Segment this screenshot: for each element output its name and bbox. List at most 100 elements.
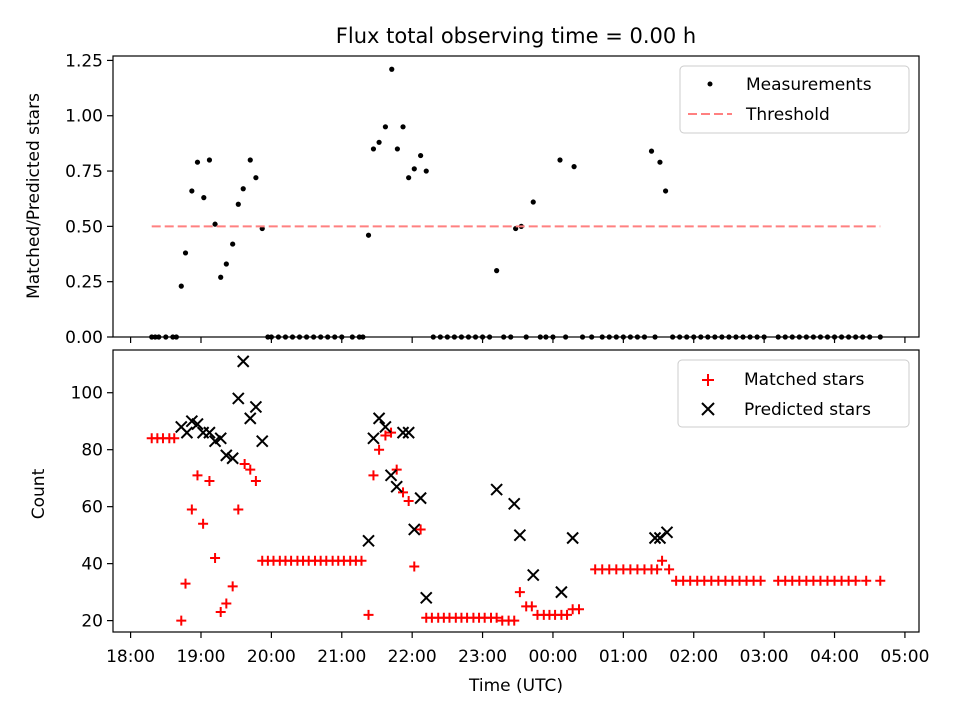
measurement-point	[189, 188, 195, 194]
matched-star-point	[850, 575, 861, 586]
measurement-point	[201, 195, 207, 201]
bottom-y-tick-label: 60	[81, 498, 103, 518]
predicted-star-point	[372, 412, 386, 425]
x-tick-label: 03:00	[740, 647, 789, 667]
x-tick-label: 22:00	[388, 647, 437, 667]
x-tick-label: 23:00	[458, 647, 507, 667]
measurement-point	[218, 274, 224, 280]
bottom-legend-box	[677, 359, 910, 428]
legend-predicted-label: Predicted stars	[744, 400, 871, 420]
bottom-y-tick-label: 20	[81, 612, 103, 632]
top-y-tick-label: 0.25	[65, 273, 103, 293]
predicted-star-point	[390, 480, 403, 493]
bottom-legend: Matched stars Predicted stars	[677, 359, 910, 428]
predicted-star-point	[237, 355, 250, 368]
matched-star-point	[562, 609, 573, 620]
matched-star-point	[386, 427, 397, 438]
predicted-star-point	[367, 432, 380, 445]
measurement-point	[206, 157, 213, 163]
matched-star-point	[875, 575, 886, 586]
top-legend: Measurements Threshold	[679, 65, 910, 134]
predicted-star-point	[249, 400, 263, 414]
measurement-point	[389, 66, 395, 72]
matched-star-point	[245, 464, 256, 475]
matched-star-point	[514, 587, 525, 598]
bottom-y-tick-label: 40	[81, 555, 103, 575]
measurement-point	[411, 166, 417, 172]
measurement-point	[240, 186, 246, 192]
measurement-point	[648, 148, 655, 154]
x-tick-label: 19:00	[176, 647, 225, 667]
matched-star-point	[239, 458, 250, 469]
matched-star-point	[180, 578, 191, 589]
matched-star-point	[215, 607, 226, 618]
measurement-point	[235, 201, 241, 207]
matched-star-point	[192, 470, 203, 481]
top-axes-frame	[112, 55, 920, 338]
matched-star-point	[403, 495, 414, 506]
x-tick-label: 01:00	[599, 647, 648, 667]
top-legend-box	[679, 65, 910, 134]
x-axis-label: Time (UTC)	[468, 676, 563, 696]
measurement-point	[382, 124, 389, 130]
predicted-star-point	[180, 426, 194, 439]
bottom-axes-frame	[112, 349, 920, 633]
matched-star-point	[415, 524, 426, 535]
matched-star-point	[398, 487, 409, 498]
measurement-point	[178, 283, 184, 289]
matched-star-point	[169, 433, 180, 444]
predicted-star-point	[490, 483, 503, 496]
predicted-star-point	[232, 392, 245, 405]
matched-star-point	[491, 612, 502, 623]
measurement-point	[223, 261, 229, 267]
chart-title: Flux total observing time = 0.00 h	[336, 24, 696, 48]
measurement-point	[247, 157, 253, 163]
predicted-star-point	[226, 452, 239, 465]
matched-star-point	[391, 464, 402, 475]
measurement-point	[394, 146, 400, 152]
x-tick-label: 05:00	[880, 647, 929, 667]
x-tick-label: 00:00	[528, 647, 577, 667]
legend-measurements-marker	[707, 81, 713, 87]
matched-star-point	[652, 564, 663, 575]
matched-star-point	[380, 430, 391, 441]
matched-star-point	[176, 615, 187, 626]
measurement-point	[400, 124, 406, 130]
predicted-star-point	[244, 412, 257, 425]
predicted-star-point	[362, 534, 375, 548]
measurement-point	[230, 241, 236, 247]
matched-star-point	[509, 615, 520, 626]
matched-star-point	[198, 518, 209, 529]
predicted-star-point	[408, 523, 421, 536]
x-tick-label: 18:00	[106, 647, 155, 667]
predicted-star-point	[396, 426, 410, 439]
measurement-point	[494, 268, 500, 274]
x-tick-label: 20:00	[247, 647, 296, 667]
legend-threshold-label: Threshold	[745, 105, 830, 125]
top-axis-ticks: 0.00 0.25 0.50 0.75 1.00 1.25	[65, 51, 906, 348]
top-y-tick-label: 1.00	[65, 107, 103, 127]
measurement-point	[530, 199, 536, 205]
predicted-star-point	[384, 469, 398, 482]
top-y-tick-label: 0.50	[65, 217, 103, 237]
matched-star-point	[227, 581, 238, 592]
measurement-point	[423, 168, 429, 174]
measurement-point	[571, 164, 577, 170]
predicted-star-point	[214, 432, 227, 445]
measurement-point	[657, 159, 663, 165]
predicted-star-point	[527, 568, 540, 582]
matched-star-point	[250, 476, 261, 487]
measurement-point	[662, 188, 669, 194]
matched-star-point	[374, 444, 385, 455]
bottom-y-axis-label: Count	[29, 468, 49, 519]
measurement-point	[376, 139, 382, 145]
matched-star-point	[574, 604, 585, 615]
predicted-star-point	[414, 491, 427, 505]
matched-star-point	[356, 555, 367, 566]
matched-star-point	[221, 598, 232, 609]
matched-star-point	[664, 564, 675, 575]
top-y-tick-label: 1.25	[65, 51, 103, 71]
predicted-star-point	[566, 531, 579, 545]
matched-star-point	[233, 504, 244, 515]
